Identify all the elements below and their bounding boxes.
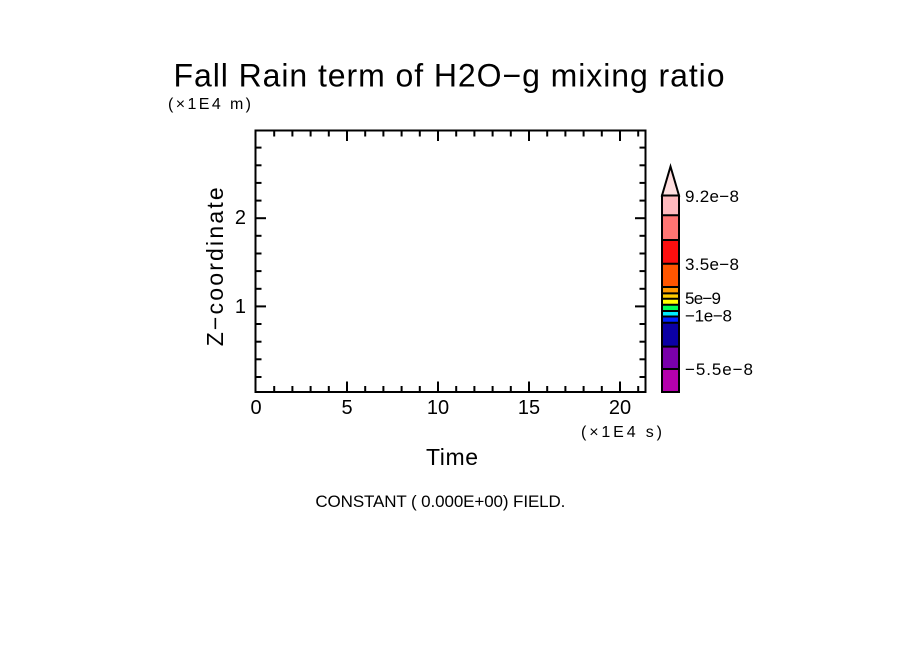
svg-text:−5.5e−8: −5.5e−8 bbox=[685, 360, 753, 379]
svg-text:5e−9: 5e−9 bbox=[685, 289, 721, 308]
svg-text:−1e−8: −1e−8 bbox=[685, 307, 732, 326]
svg-text:(×1E4 s): (×1E4 s) bbox=[581, 424, 662, 441]
svg-text:3.5e−8: 3.5e−8 bbox=[685, 255, 739, 274]
svg-text:CONSTANT ( 0.000E+00) FIELD.: CONSTANT ( 0.000E+00) FIELD. bbox=[315, 492, 565, 511]
svg-text:Z−coordinate: Z−coordinate bbox=[202, 187, 228, 346]
svg-text:10: 10 bbox=[427, 397, 449, 419]
svg-text:0: 0 bbox=[250, 397, 261, 419]
svg-text:Fall Rain term of H2O−g mixing: Fall Rain term of H2O−g mixing ratio bbox=[174, 58, 725, 94]
svg-text:2: 2 bbox=[235, 207, 246, 229]
svg-text:9.2e−8: 9.2e−8 bbox=[685, 187, 739, 206]
svg-text:1: 1 bbox=[235, 296, 246, 318]
svg-text:5: 5 bbox=[341, 397, 352, 419]
svg-text:15: 15 bbox=[518, 397, 540, 419]
svg-text:Time: Time bbox=[426, 444, 478, 470]
svg-text:20: 20 bbox=[609, 397, 631, 419]
